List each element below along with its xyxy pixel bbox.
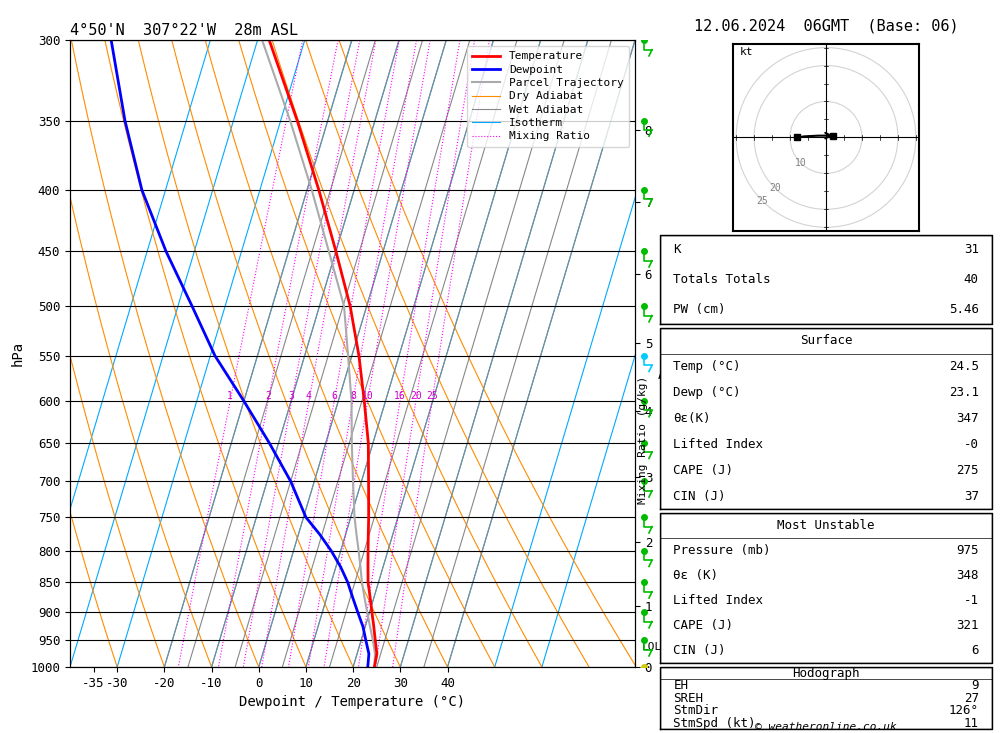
Text: Hodograph: Hodograph <box>792 667 860 679</box>
Text: CAPE (J): CAPE (J) <box>673 619 733 633</box>
Text: 348: 348 <box>956 570 979 582</box>
Text: 37: 37 <box>964 490 979 503</box>
Text: StmSpd (kt): StmSpd (kt) <box>673 717 756 729</box>
Text: 1: 1 <box>227 391 233 401</box>
Text: 6: 6 <box>971 644 979 658</box>
Text: PW (cm): PW (cm) <box>673 303 726 316</box>
Text: © weatheronline.co.uk: © weatheronline.co.uk <box>755 722 897 732</box>
Text: Mixing Ratio (g/kg): Mixing Ratio (g/kg) <box>638 376 648 504</box>
Text: 23.1: 23.1 <box>949 386 979 399</box>
Text: θε(K): θε(K) <box>673 412 711 425</box>
Text: K: K <box>673 243 681 256</box>
Text: 10: 10 <box>362 391 374 401</box>
Text: 275: 275 <box>956 464 979 477</box>
Text: Most Unstable: Most Unstable <box>777 519 875 532</box>
Text: StmDir: StmDir <box>673 704 718 717</box>
Text: 321: 321 <box>956 619 979 633</box>
Text: Totals Totals: Totals Totals <box>673 273 771 286</box>
Text: 8: 8 <box>350 391 356 401</box>
Text: LOL: LOL <box>642 642 662 652</box>
Text: SREH: SREH <box>673 692 703 704</box>
Text: 6: 6 <box>331 391 337 401</box>
Text: θε (K): θε (K) <box>673 570 718 582</box>
Text: 10: 10 <box>795 158 806 168</box>
Text: -0: -0 <box>964 438 979 451</box>
Text: EH: EH <box>673 679 688 692</box>
Text: 31: 31 <box>964 243 979 256</box>
X-axis label: Dewpoint / Temperature (°C): Dewpoint / Temperature (°C) <box>239 696 466 710</box>
Text: 2: 2 <box>265 391 271 401</box>
Text: 126°: 126° <box>949 704 979 717</box>
Text: kt: kt <box>740 47 753 56</box>
Text: Surface: Surface <box>800 334 852 347</box>
Text: 975: 975 <box>956 544 979 557</box>
Y-axis label: km
ASL: km ASL <box>658 354 680 382</box>
Text: 16: 16 <box>394 391 406 401</box>
Text: 24.5: 24.5 <box>949 360 979 373</box>
Text: 3: 3 <box>289 391 295 401</box>
Text: CAPE (J): CAPE (J) <box>673 464 733 477</box>
Text: Lifted Index: Lifted Index <box>673 594 763 607</box>
Text: 4: 4 <box>306 391 312 401</box>
Text: 25: 25 <box>426 391 438 401</box>
Text: CIN (J): CIN (J) <box>673 644 726 658</box>
Text: 27: 27 <box>964 692 979 704</box>
Text: 12.06.2024  06GMT  (Base: 06): 12.06.2024 06GMT (Base: 06) <box>694 18 958 33</box>
Text: 5.46: 5.46 <box>949 303 979 316</box>
Text: Temp (°C): Temp (°C) <box>673 360 741 373</box>
Text: Pressure (mb): Pressure (mb) <box>673 544 771 557</box>
Text: CIN (J): CIN (J) <box>673 490 726 503</box>
Legend: Temperature, Dewpoint, Parcel Trajectory, Dry Adiabat, Wet Adiabat, Isotherm, Mi: Temperature, Dewpoint, Parcel Trajectory… <box>467 46 629 147</box>
Text: 40: 40 <box>964 273 979 286</box>
Y-axis label: hPa: hPa <box>11 341 25 366</box>
Text: Lifted Index: Lifted Index <box>673 438 763 451</box>
Text: 25: 25 <box>756 196 768 206</box>
Text: 20: 20 <box>410 391 422 401</box>
Text: -1: -1 <box>964 594 979 607</box>
Text: 20: 20 <box>769 183 781 194</box>
Text: 9: 9 <box>971 679 979 692</box>
Text: 347: 347 <box>956 412 979 425</box>
Text: 11: 11 <box>964 717 979 729</box>
Text: Dewp (°C): Dewp (°C) <box>673 386 741 399</box>
Text: 4°50'N  307°22'W  28m ASL: 4°50'N 307°22'W 28m ASL <box>70 23 298 38</box>
